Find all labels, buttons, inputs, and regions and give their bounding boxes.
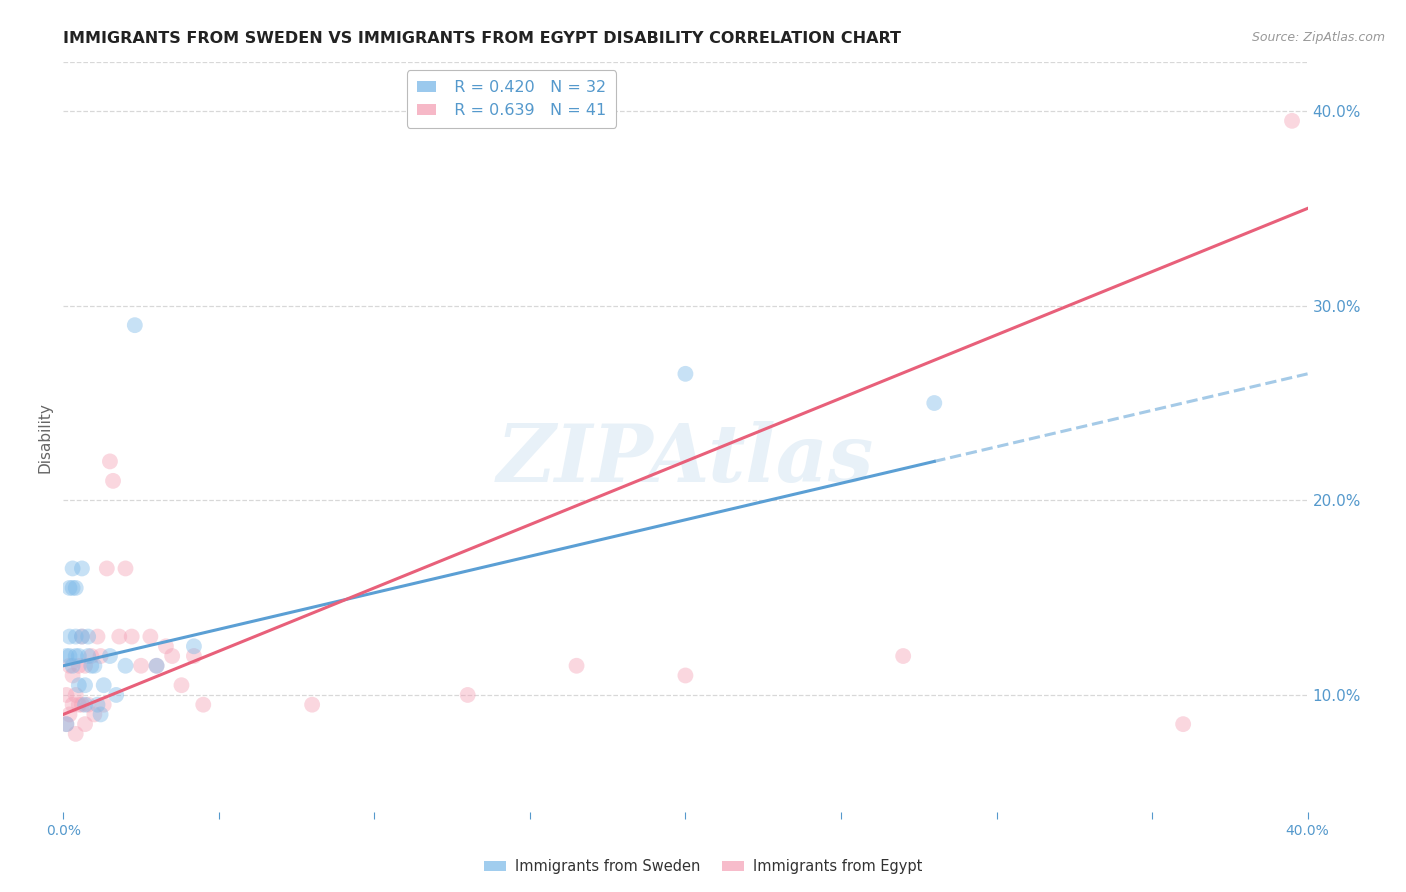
Point (101, 474, 124, 488)
Point (65, 648, 87, 663)
Point (80, 648, 103, 663)
Point (121, 630, 143, 644)
Point (70, 630, 93, 644)
Point (457, 688, 479, 702)
Point (73, 717, 96, 731)
Point (93, 678, 115, 692)
Point (67, 698, 90, 712)
Point (114, 561, 136, 575)
Point (58, 630, 80, 644)
Point (675, 367, 697, 381)
Point (924, 396, 946, 410)
Legend:   R = 0.420   N = 32,   R = 0.639   N = 41: R = 0.420 N = 32, R = 0.639 N = 41 (408, 70, 616, 128)
Point (1281, 113, 1303, 128)
Point (55, 717, 77, 731)
Point (90, 707, 112, 722)
Point (565, 658, 588, 673)
Point (1173, 717, 1195, 731)
Point (67, 648, 90, 663)
Point (86, 630, 108, 644)
Point (73, 678, 96, 692)
Point (891, 648, 914, 663)
Y-axis label: Disability: Disability (37, 401, 52, 473)
Point (58, 581, 80, 595)
Point (183, 648, 205, 663)
Point (67, 658, 90, 673)
Point (105, 688, 128, 702)
Point (160, 648, 183, 663)
Point (58, 648, 80, 663)
Point (73, 658, 96, 673)
Text: IMMIGRANTS FROM SWEDEN VS IMMIGRANTS FROM EGYPT DISABILITY CORRELATION CHART: IMMIGRANTS FROM SWEDEN VS IMMIGRANTS FRO… (63, 31, 901, 46)
Point (77, 698, 100, 712)
Point (139, 630, 162, 644)
Point (77, 648, 100, 663)
Point (124, 318, 146, 333)
Point (70, 698, 93, 712)
Point (65, 630, 87, 644)
Point (170, 678, 193, 692)
Point (183, 640, 205, 654)
Point (301, 698, 323, 712)
Point (55, 688, 77, 702)
Point (77, 630, 100, 644)
Text: ZIPAtlas: ZIPAtlas (496, 421, 875, 499)
Point (65, 581, 87, 595)
Point (67, 678, 90, 692)
Point (90, 648, 112, 663)
Point (62, 658, 84, 673)
Legend: Immigrants from Sweden, Immigrants from Egypt: Immigrants from Sweden, Immigrants from … (478, 854, 928, 880)
Point (129, 658, 152, 673)
Point (58, 707, 80, 722)
Point (108, 630, 131, 644)
Point (65, 727, 87, 741)
Point (83, 707, 105, 722)
Point (62, 581, 84, 595)
Point (98, 648, 121, 663)
Point (65, 688, 87, 702)
Point (193, 698, 215, 712)
Point (62, 698, 84, 712)
Point (114, 658, 136, 673)
Point (55, 648, 77, 663)
Point (73, 698, 96, 712)
Point (58, 658, 80, 673)
Point (675, 668, 697, 682)
Point (70, 561, 93, 575)
Point (96, 561, 118, 575)
Point (98, 454, 121, 468)
Point (86, 698, 108, 712)
Point (93, 698, 115, 712)
Point (145, 658, 167, 673)
Point (62, 561, 84, 575)
Point (62, 668, 84, 682)
Text: Source: ZipAtlas.com: Source: ZipAtlas.com (1251, 31, 1385, 45)
Point (80, 658, 103, 673)
Point (83, 658, 105, 673)
Point (145, 658, 167, 673)
Point (55, 717, 77, 731)
Point (70, 630, 93, 644)
Point (155, 640, 177, 654)
